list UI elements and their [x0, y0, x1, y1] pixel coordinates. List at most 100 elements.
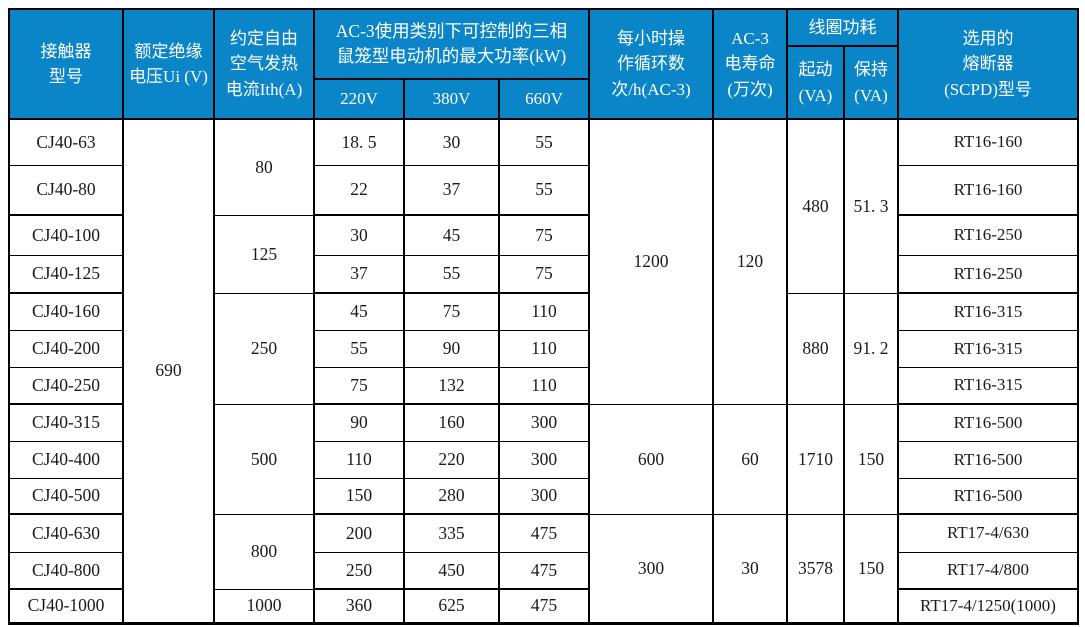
cell-power-220: 22	[313, 164, 405, 216]
cell-power-220: 18. 5	[313, 118, 405, 166]
cell-model: CJ40-400	[8, 440, 124, 479]
cell-power-380: 625	[403, 588, 500, 624]
cell-fuse: RT16-315	[897, 292, 1079, 331]
cell-power-660: 300	[498, 477, 590, 515]
header-electrical-life: AC-3 电寿命 (万次)	[712, 8, 788, 120]
cell-power-380: 220	[403, 440, 500, 479]
cell-power-380: 132	[403, 366, 500, 405]
table-row: CJ40-125 37 55 75 RT16-250	[8, 254, 1079, 294]
cell-power-220: 360	[313, 588, 405, 624]
cell-model: CJ40-315	[8, 403, 124, 442]
table-row: CJ40-630 800 200 335 475 300 30 3578 150…	[8, 513, 1079, 624]
cell-power-380: 37	[403, 164, 500, 216]
cell-model: CJ40-100	[8, 214, 124, 256]
cell-fuse: RT16-315	[897, 366, 1079, 405]
cell-fuse: RT16-160	[897, 164, 1079, 216]
cell-cycles: 300	[588, 513, 714, 624]
cell-model: CJ40-800	[8, 551, 124, 590]
table-row: CJ40-80 22 37 55 RT16-160	[8, 164, 1079, 216]
cell-power-660: 55	[498, 164, 590, 216]
cell-power-220: 200	[313, 513, 405, 553]
cell-fuse: RT16-500	[897, 440, 1079, 479]
table-row: CJ40-1000 1000 360 625 475 RT17-4/1250(1…	[8, 588, 1079, 624]
cell-fuse: RT17-4/1250(1000)	[897, 588, 1079, 624]
table-row: CJ40-500 150 280 300 RT16-500	[8, 477, 1079, 515]
table-row: CJ40-160 250 45 75 110 880 91. 2 RT16-31…	[8, 292, 1079, 405]
header-fuse: 选用的 熔断器 (SCPD)型号	[897, 8, 1079, 120]
cell-coil-hold: 150	[843, 403, 899, 515]
cell-coil-start: 3578	[786, 513, 845, 624]
cell-power-660: 75	[498, 254, 590, 294]
table-row: CJ40-100 125 30 45 75 RT16-250	[8, 214, 1079, 294]
cell-power-660: 300	[498, 440, 590, 479]
cell-power-380: 75	[403, 292, 500, 331]
cell-power-220: 37	[313, 254, 405, 294]
table-row: CJ40-400 110 220 300 RT16-500	[8, 440, 1079, 479]
cell-ith: 125	[213, 214, 315, 294]
header-coil-power-group: 线圈功耗	[786, 8, 899, 47]
table-body: CJ40-63 690 80 18. 5 30 55 1200 120 480 …	[8, 118, 1079, 624]
cell-life: 60	[712, 403, 788, 515]
header-voltage-380: 380V	[403, 78, 500, 120]
cell-power-380: 55	[403, 254, 500, 294]
cell-coil-start: 480	[786, 118, 845, 294]
cell-model: CJ40-500	[8, 477, 124, 515]
cell-model: CJ40-250	[8, 366, 124, 405]
cell-model: CJ40-63	[8, 118, 124, 166]
cell-fuse: RT16-250	[897, 254, 1079, 294]
cell-fuse: RT17-4/630	[897, 513, 1079, 553]
cell-fuse: RT16-250	[897, 214, 1079, 256]
cell-life: 120	[712, 118, 788, 405]
header-coil-hold: 保持 (VA)	[843, 45, 899, 120]
cell-power-220: 30	[313, 214, 405, 256]
cell-fuse: RT16-315	[897, 329, 1079, 368]
cell-power-380: 30	[403, 118, 500, 166]
cell-cycles: 600	[588, 403, 714, 515]
cell-power-220: 90	[313, 403, 405, 442]
cell-coil-hold: 51. 3	[843, 118, 899, 294]
cell-power-660: 110	[498, 329, 590, 368]
header-contactor-model: 接触器 型号	[8, 8, 124, 120]
cell-cycles: 1200	[588, 118, 714, 405]
cell-power-220: 55	[313, 329, 405, 368]
cell-power-660: 475	[498, 551, 590, 590]
header-voltage-220: 220V	[313, 78, 405, 120]
cell-power-380: 280	[403, 477, 500, 515]
cell-coil-start: 1710	[786, 403, 845, 515]
cell-power-220: 75	[313, 366, 405, 405]
cell-coil-hold: 150	[843, 513, 899, 624]
table-row: CJ40-800 250 450 475 RT17-4/800	[8, 551, 1079, 590]
header-max-power-group: AC-3使用类别下可控制的三相 鼠笼型电动机的最大功率(kW)	[313, 8, 590, 80]
cell-ith: 1000	[213, 588, 315, 624]
cell-fuse: RT16-500	[897, 403, 1079, 442]
cell-fuse: RT17-4/800	[897, 551, 1079, 590]
header-insulation-voltage: 额定绝缘 电压Ui (V)	[122, 8, 215, 120]
cell-power-660: 75	[498, 214, 590, 256]
header-coil-start: 起动 (VA)	[786, 45, 845, 120]
cell-fuse: RT16-500	[897, 477, 1079, 515]
page: 接触器 型号 额定绝缘 电压Ui (V) 约定自由 空气发热 电流Ith(A) …	[8, 8, 1079, 625]
table-header: 接触器 型号 额定绝缘 电压Ui (V) 约定自由 空气发热 电流Ith(A) …	[8, 8, 1079, 120]
cell-power-660: 55	[498, 118, 590, 166]
cell-power-380: 160	[403, 403, 500, 442]
table-row: CJ40-315 500 90 160 300 600 60 1710 150 …	[8, 403, 1079, 515]
cell-ith: 800	[213, 513, 315, 590]
cell-fuse: RT16-160	[897, 118, 1079, 166]
cell-model: CJ40-125	[8, 254, 124, 294]
cell-insulation-voltage: 690	[122, 118, 215, 624]
cell-power-380: 45	[403, 214, 500, 256]
cell-model: CJ40-80	[8, 164, 124, 216]
cell-power-660: 300	[498, 403, 590, 442]
contactor-spec-table: 接触器 型号 额定绝缘 电压Ui (V) 约定自由 空气发热 电流Ith(A) …	[8, 8, 1079, 625]
cell-power-660: 475	[498, 513, 590, 553]
cell-power-220: 45	[313, 292, 405, 331]
cell-power-220: 250	[313, 551, 405, 590]
cell-power-220: 150	[313, 477, 405, 515]
cell-power-660: 110	[498, 366, 590, 405]
cell-power-220: 110	[313, 440, 405, 479]
cell-life: 30	[712, 513, 788, 624]
cell-power-380: 450	[403, 551, 500, 590]
cell-ith: 500	[213, 403, 315, 515]
table-row: CJ40-200 55 90 110 RT16-315	[8, 329, 1079, 368]
cell-power-660: 475	[498, 588, 590, 624]
